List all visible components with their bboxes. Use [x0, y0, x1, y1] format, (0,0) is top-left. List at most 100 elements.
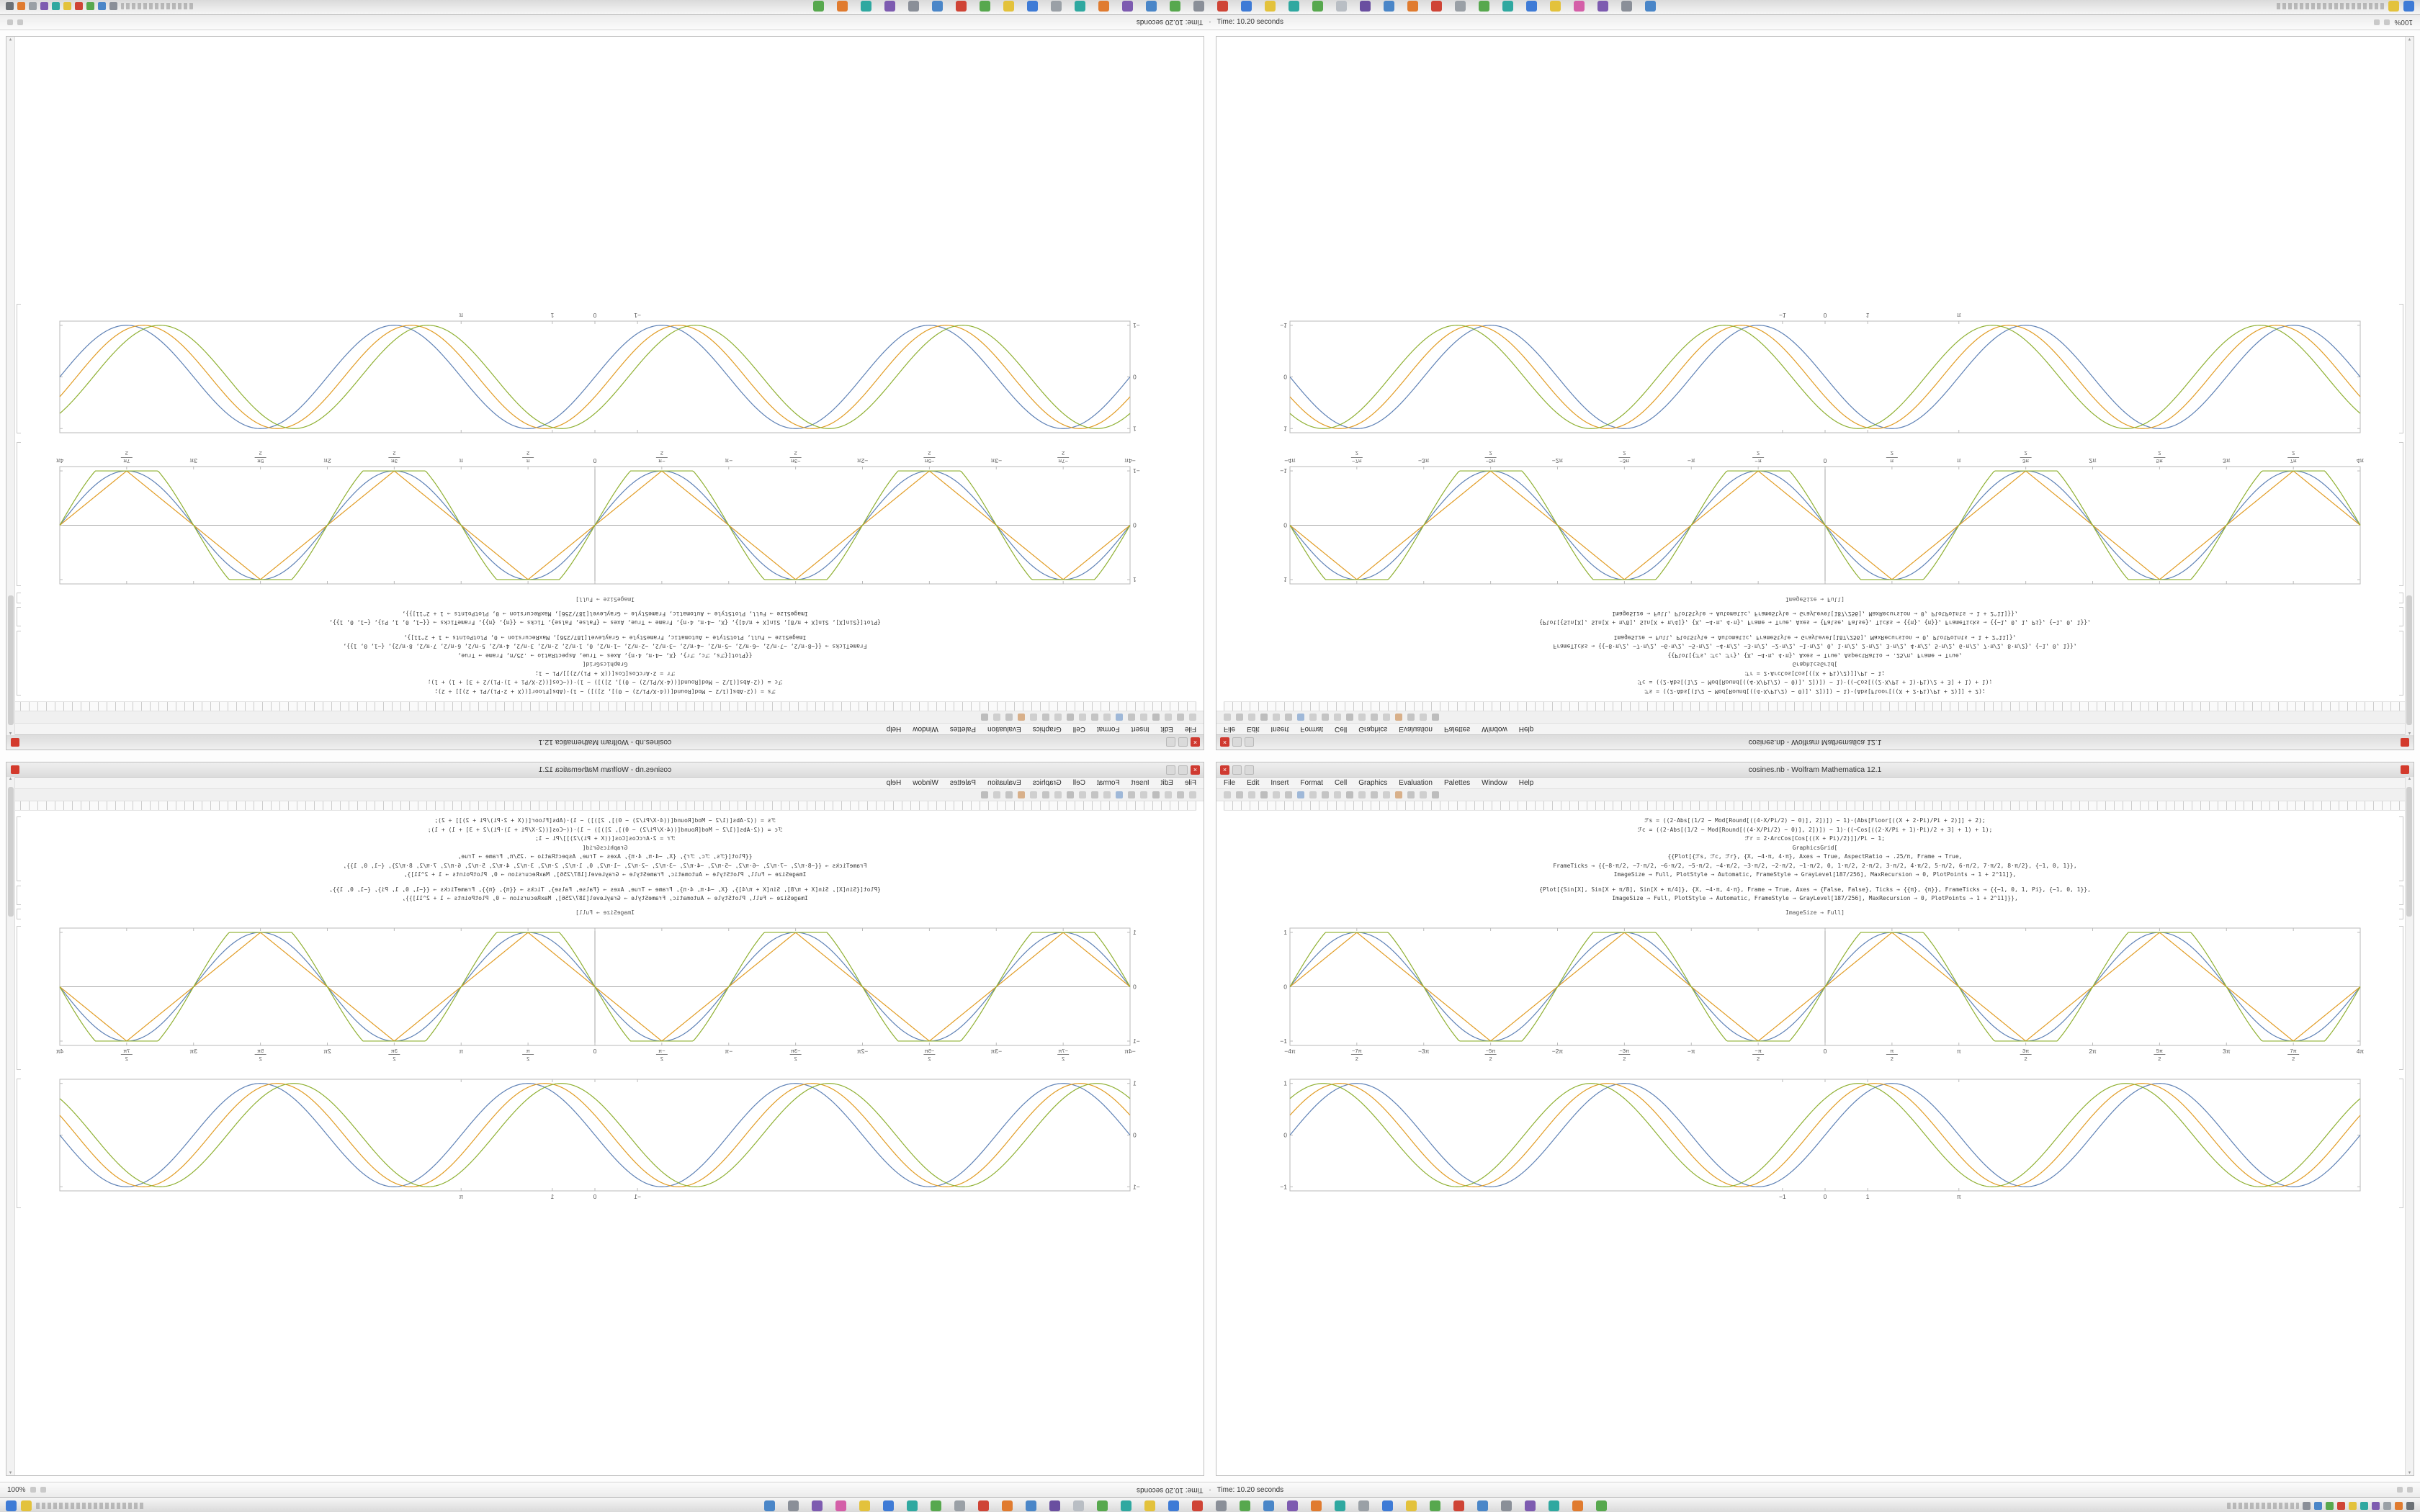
toolbar-icon[interactable]	[1103, 714, 1111, 721]
toolbar-icon[interactable]	[1322, 714, 1329, 721]
taskbar-app-icon[interactable]	[1572, 1500, 1583, 1511]
taskbar-app-icon[interactable]	[1502, 1, 1513, 12]
toolbar-icon[interactable]	[1030, 714, 1037, 721]
taskbar-app-icon[interactable]	[1453, 1500, 1464, 1511]
input-cell-plot-options[interactable]: {Plot[{Sin[X], Sin[X + π/8], Sin[X + π/4…	[50, 609, 1160, 627]
toolbar-icon[interactable]	[1054, 714, 1062, 721]
taskbar-app-icon[interactable]	[1097, 1500, 1108, 1511]
taskbar-app-icon[interactable]	[1217, 1, 1228, 12]
toolbar-icon[interactable]	[1236, 791, 1243, 798]
toolbar-icon[interactable]	[1322, 791, 1329, 798]
cell-bracket[interactable]	[2399, 607, 2403, 626]
input-cell-definitions[interactable]: ℱs = ((2·Abs[(1/2 − Mod[Round[((4·X/Pi/2…	[1260, 633, 2370, 696]
minimize-icon[interactable]	[1232, 737, 1242, 747]
window-titlebar[interactable]: × cosines.nb - Wolfram Mathematica 12.1	[6, 762, 1204, 778]
tray-icon[interactable]	[2326, 1501, 2334, 1510]
tray-icon[interactable]	[86, 2, 94, 11]
cell-bracket[interactable]	[17, 886, 21, 905]
toolbar-icon[interactable]	[1395, 791, 1402, 798]
tray-icon[interactable]	[40, 2, 48, 11]
toolbar-icon[interactable]	[1371, 791, 1378, 798]
cell-bracket[interactable]	[2399, 1079, 2403, 1208]
toolbar-icon[interactable]	[1189, 791, 1196, 798]
taskbar-app-icon[interactable]	[1312, 1, 1323, 12]
resize-handle-icon[interactable]	[17, 19, 23, 25]
tray-icon[interactable]	[63, 2, 71, 11]
file-manager-icon[interactable]	[21, 1500, 32, 1511]
menu-item[interactable]: Palettes	[1444, 779, 1471, 787]
toolbar-icon[interactable]	[1116, 791, 1123, 798]
input-cell-definitions[interactable]: ℱs = ((2·Abs[(1/2 − Mod[Round[((4·X/Pi/2…	[50, 816, 1160, 880]
menu-item[interactable]: File	[1224, 779, 1236, 787]
taskbar-app-icon[interactable]	[813, 1, 824, 12]
taskbar-app-icon[interactable]	[1263, 1500, 1274, 1511]
taskbar-app-icon[interactable]	[1335, 1500, 1345, 1511]
notebook-area[interactable]: ℱs = ((2·Abs[(1/2 − Mod[Round[((4·X/Pi/2…	[6, 811, 1204, 1475]
toolbar-icon[interactable]	[1236, 714, 1243, 721]
menu-item[interactable]: Cell	[1072, 725, 1085, 733]
cell-bracket[interactable]	[17, 607, 21, 626]
toolbar-icon[interactable]	[1371, 714, 1378, 721]
tray-icon[interactable]	[52, 2, 60, 11]
cell-bracket[interactable]	[2399, 909, 2403, 919]
taskbar-app-icon[interactable]	[1146, 1, 1157, 12]
scroll-down-icon[interactable]: ▼	[8, 1471, 13, 1475]
cell-bracket[interactable]	[17, 442, 21, 586]
toolbar-icon[interactable]	[1334, 791, 1341, 798]
tray-icon[interactable]	[2372, 1501, 2380, 1510]
maximize-icon[interactable]	[1166, 765, 1175, 775]
vertical-scrollbar[interactable]: ▲ ▼	[6, 777, 15, 1475]
taskbar-app-icon[interactable]	[1144, 1500, 1155, 1511]
taskbar-app-icon[interactable]	[1406, 1500, 1417, 1511]
toolbar-icon[interactable]	[1177, 791, 1184, 798]
taskbar-app-icon[interactable]	[1287, 1500, 1298, 1511]
cell-bracket[interactable]	[17, 909, 21, 919]
zoom-level[interactable]: 100%	[2394, 18, 2413, 27]
menu-item[interactable]: Window	[1482, 725, 1507, 733]
toolbar-icon[interactable]	[1224, 714, 1231, 721]
tray-icon[interactable]	[2303, 1501, 2311, 1510]
toolbar-icon[interactable]	[1420, 714, 1427, 721]
zoom-level[interactable]: 100%	[7, 1485, 26, 1494]
taskbar-app-icon[interactable]	[1170, 1, 1180, 12]
toolbar-icon[interactable]	[1395, 714, 1402, 721]
toolbar-icon[interactable]	[1346, 791, 1353, 798]
start-menu-icon[interactable]	[6, 1500, 17, 1511]
scroll-up-icon[interactable]: ▲	[8, 777, 13, 781]
menu-item[interactable]: Graphics	[1032, 779, 1062, 787]
input-cell-plot-options[interactable]: {Plot[{Sin[X], Sin[X + π/8], Sin[X + π/4…	[50, 886, 1160, 904]
input-cell-definitions[interactable]: ℱs = ((2·Abs[(1/2 − Mod[Round[((4·X/Pi/2…	[1260, 816, 2370, 880]
zoom-in-icon[interactable]	[40, 1487, 46, 1493]
toolbar-icon[interactable]	[1297, 714, 1304, 721]
toolbar-icon[interactable]	[1260, 791, 1268, 798]
taskbar-app-icon[interactable]	[835, 1500, 846, 1511]
toolbar-icon[interactable]	[1248, 791, 1255, 798]
tray-icon[interactable]	[6, 2, 14, 11]
taskbar-app-icon[interactable]	[812, 1500, 823, 1511]
close-icon[interactable]: ×	[1191, 737, 1200, 747]
taskbar-app-icon[interactable]	[1075, 1, 1085, 12]
menu-item[interactable]: Format	[1300, 725, 1324, 733]
menu-item[interactable]: Palettes	[1444, 725, 1471, 733]
scrollbar-thumb[interactable]	[2406, 787, 2412, 917]
toolbar-icon[interactable]	[1358, 791, 1366, 798]
taskbar-app-icon[interactable]	[1455, 1, 1466, 12]
scroll-up-icon[interactable]: ▲	[2407, 731, 2412, 735]
vertical-scrollbar[interactable]: ▲ ▼	[2405, 37, 2414, 735]
cell-bracket[interactable]	[2399, 593, 2403, 603]
toolbar-icon[interactable]	[1030, 791, 1037, 798]
toolbar-icon[interactable]	[1042, 714, 1049, 721]
window-titlebar[interactable]: × cosines.nb - Wolfram Mathematica 12.1	[1216, 762, 2414, 778]
notebook-area[interactable]: ℱs = ((2·Abs[(1/2 − Mod[Round[((4·X/Pi/2…	[1216, 811, 2414, 1475]
menu-item[interactable]: Cell	[1335, 779, 1348, 787]
taskbar-app-icon[interactable]	[1121, 1500, 1131, 1511]
menu-item[interactable]: Edit	[1160, 779, 1173, 787]
scroll-down-icon[interactable]: ▼	[2407, 37, 2412, 41]
maximize-icon[interactable]	[1245, 765, 1254, 775]
menu-item[interactable]: Help	[1518, 725, 1534, 733]
taskbar-app-icon[interactable]	[861, 1, 871, 12]
taskbar-app-icon[interactable]	[1621, 1, 1632, 12]
cell-bracket[interactable]	[2399, 816, 2403, 881]
menu-item[interactable]: Insert	[1131, 779, 1150, 787]
taskbar-app-icon[interactable]	[764, 1500, 775, 1511]
